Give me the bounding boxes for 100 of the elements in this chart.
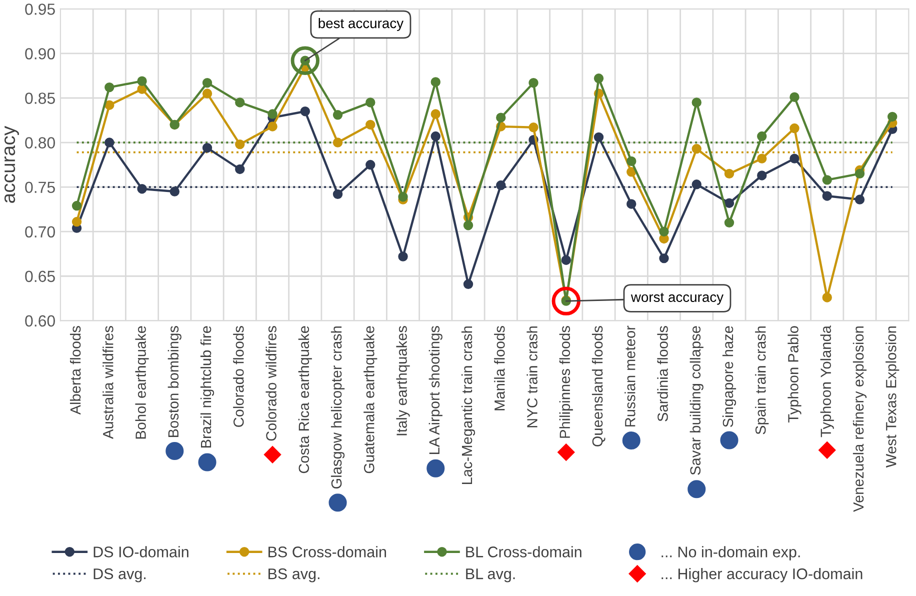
point <box>202 78 212 88</box>
point <box>332 110 343 120</box>
point <box>430 131 440 142</box>
x-tick-label: Lac-Megantic train crash <box>461 326 476 484</box>
y-tick-label: 0.70 <box>25 226 55 238</box>
point <box>528 78 538 88</box>
point <box>757 131 767 142</box>
legend-label: ... Higher accuracy IO-domain <box>662 568 862 582</box>
point <box>888 112 898 122</box>
x-tick-label: Manila floods <box>494 326 505 410</box>
point <box>366 120 376 130</box>
x-tick-label: Brazil nightclub fire <box>200 326 214 448</box>
point <box>332 189 343 200</box>
point <box>724 168 734 179</box>
x-tick-label: Australia wildfires <box>102 326 114 439</box>
x-tick-label: Guatemala earthquake <box>364 326 378 474</box>
x-tick-label: Typhoon Yolanda <box>820 326 834 438</box>
y-tick-label: 0.80 <box>25 137 55 148</box>
point <box>463 220 474 230</box>
point <box>659 226 669 236</box>
point <box>235 164 245 174</box>
y-tick-label: 0.75 <box>25 182 55 194</box>
point <box>790 92 800 102</box>
legend-label: ... No in-domain exp. <box>662 546 800 560</box>
point <box>137 76 147 86</box>
point <box>692 144 702 154</box>
point <box>626 167 636 177</box>
x-tick-label: Alberta floods <box>70 326 81 415</box>
point <box>790 154 800 164</box>
y-tick-label: 0.65 <box>25 270 55 282</box>
point <box>398 252 408 262</box>
point <box>724 198 734 208</box>
point <box>790 123 800 134</box>
point <box>626 156 636 166</box>
x-tick-label: Queensland floods <box>592 326 606 446</box>
point <box>235 139 245 150</box>
legend-label: BS Cross-domain <box>268 546 386 558</box>
point <box>430 77 440 87</box>
point <box>659 253 669 264</box>
y-tick-label: 0.60 <box>25 315 55 327</box>
point <box>366 160 376 170</box>
legend-label: BL Cross-domain <box>466 546 582 558</box>
x-tick-label: Singapore haze <box>722 326 736 427</box>
point <box>104 100 114 110</box>
point <box>594 74 604 84</box>
y-tick-label: 0.95 <box>25 4 55 15</box>
x-tick-label: LA Airport shootings <box>428 326 442 454</box>
point <box>72 200 82 211</box>
legend-label: BS avg. <box>268 568 320 582</box>
legend-label: BL avg. <box>466 568 515 582</box>
point <box>170 186 180 196</box>
x-tick-label: West Texas Explosion <box>886 326 900 468</box>
point <box>757 154 767 164</box>
point <box>137 184 147 194</box>
point <box>202 88 212 98</box>
point <box>104 138 114 148</box>
legend-label: DS avg. <box>94 568 146 582</box>
x-tick-label: Bohol earthquake <box>135 326 149 439</box>
point <box>854 168 865 179</box>
point <box>854 194 865 204</box>
point <box>430 109 440 119</box>
y-tick-label: 0.85 <box>25 92 55 104</box>
point <box>561 255 571 265</box>
x-tick-label: Glasgow helicopter crash <box>330 326 345 488</box>
point <box>366 98 376 108</box>
point <box>822 292 832 302</box>
point <box>724 218 734 228</box>
point <box>72 216 82 227</box>
x-tick-label: Spain train crash <box>755 326 769 434</box>
point <box>268 109 278 119</box>
point <box>528 122 538 132</box>
x-tick-label: Savar building collapse <box>690 326 704 475</box>
point <box>692 180 702 190</box>
x-tick-label: Italy earthquakes <box>396 326 410 436</box>
annotation: worst accuracy <box>630 292 724 305</box>
x-tick-label: Philipinnes floods <box>559 326 573 438</box>
x-tick-label: Venezuela refinery explosion <box>852 326 867 512</box>
point <box>692 98 702 108</box>
point <box>268 122 278 132</box>
point <box>757 170 767 180</box>
point <box>822 175 832 185</box>
x-tick-label: Sardinia floods <box>657 326 668 422</box>
point <box>300 106 310 116</box>
x-tick-label: Boston bombings <box>168 326 182 437</box>
point <box>822 191 832 201</box>
point <box>496 180 506 190</box>
point <box>104 82 114 92</box>
x-tick-label: Costa Rica earthquake <box>298 326 312 474</box>
x-tick-label: Colorado wildfires <box>266 326 276 441</box>
point <box>398 192 408 202</box>
x-tick-label: Typhoon Pablo <box>788 326 802 422</box>
x-tick-label: Russian meteor <box>624 326 636 426</box>
y-tick-label: 0.90 <box>25 48 55 60</box>
x-tick-label: Colorado floods <box>233 326 244 427</box>
y-axis-title: accuracy <box>4 126 19 203</box>
point <box>594 132 604 142</box>
point <box>332 138 343 148</box>
annotation: best accuracy <box>318 18 404 31</box>
x-tick-label: NYC train crash <box>526 326 538 428</box>
point <box>496 112 506 122</box>
